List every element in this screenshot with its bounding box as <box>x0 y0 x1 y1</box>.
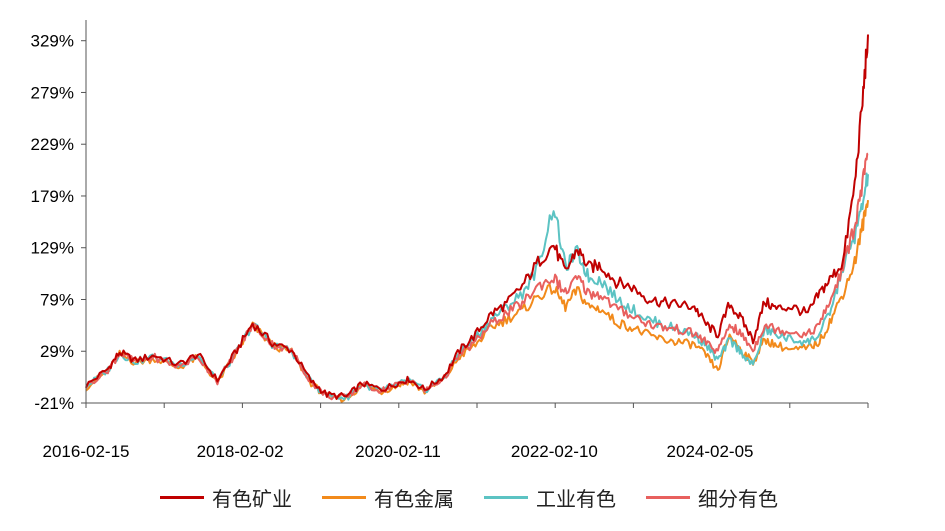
y-tick-label: 329% <box>31 32 74 51</box>
y-tick-label: 179% <box>31 187 74 206</box>
x-tick-label: 2020-02-11 <box>355 442 441 461</box>
legend-label-series-2: 工业有色 <box>536 486 616 511</box>
legend-label-series-3: 细分有色 <box>698 486 778 511</box>
legend: 有色矿业 有色金属 工业有色 细分有色 <box>160 482 808 512</box>
y-tick-label: 229% <box>31 135 74 154</box>
series-lines <box>85 34 869 403</box>
series-line-1 <box>85 199 869 403</box>
legend-label-series-0: 有色矿业 <box>212 486 292 511</box>
legend-swatch-series-2 <box>484 495 528 499</box>
y-tick-label: 29% <box>40 342 74 361</box>
y-tick-label: 129% <box>31 239 74 258</box>
legend-swatch-series-0 <box>160 495 204 499</box>
legend-label-series-1: 有色金属 <box>374 486 454 511</box>
legend-item-series-3[interactable]: 细分有色 <box>646 483 778 512</box>
y-axis-ticks: 329% 279% 229% 179% 129% 79% 29% -21% <box>31 32 86 413</box>
x-tick-label: 2016-02-15 <box>43 442 130 461</box>
x-tick-label: 2022-02-10 <box>511 442 598 461</box>
y-tick-label: 279% <box>31 83 74 102</box>
legend-item-series-1[interactable]: 有色金属 <box>322 483 454 512</box>
x-tick-label: 2024-02-05 <box>667 442 754 461</box>
x-tick-label: 2018-02-02 <box>197 442 284 461</box>
series-line-0 <box>85 34 869 400</box>
x-axis-ticks: 2016-02-15 2018-02-02 2020-02-11 2022-02-10… <box>43 403 869 461</box>
y-tick-label: -21% <box>34 394 74 413</box>
legend-swatch-series-1 <box>322 495 366 499</box>
legend-swatch-series-3 <box>646 495 690 499</box>
legend-item-series-0[interactable]: 有色矿业 <box>160 483 292 512</box>
y-tick-label: 79% <box>40 290 74 309</box>
legend-item-series-2[interactable]: 工业有色 <box>484 483 616 512</box>
